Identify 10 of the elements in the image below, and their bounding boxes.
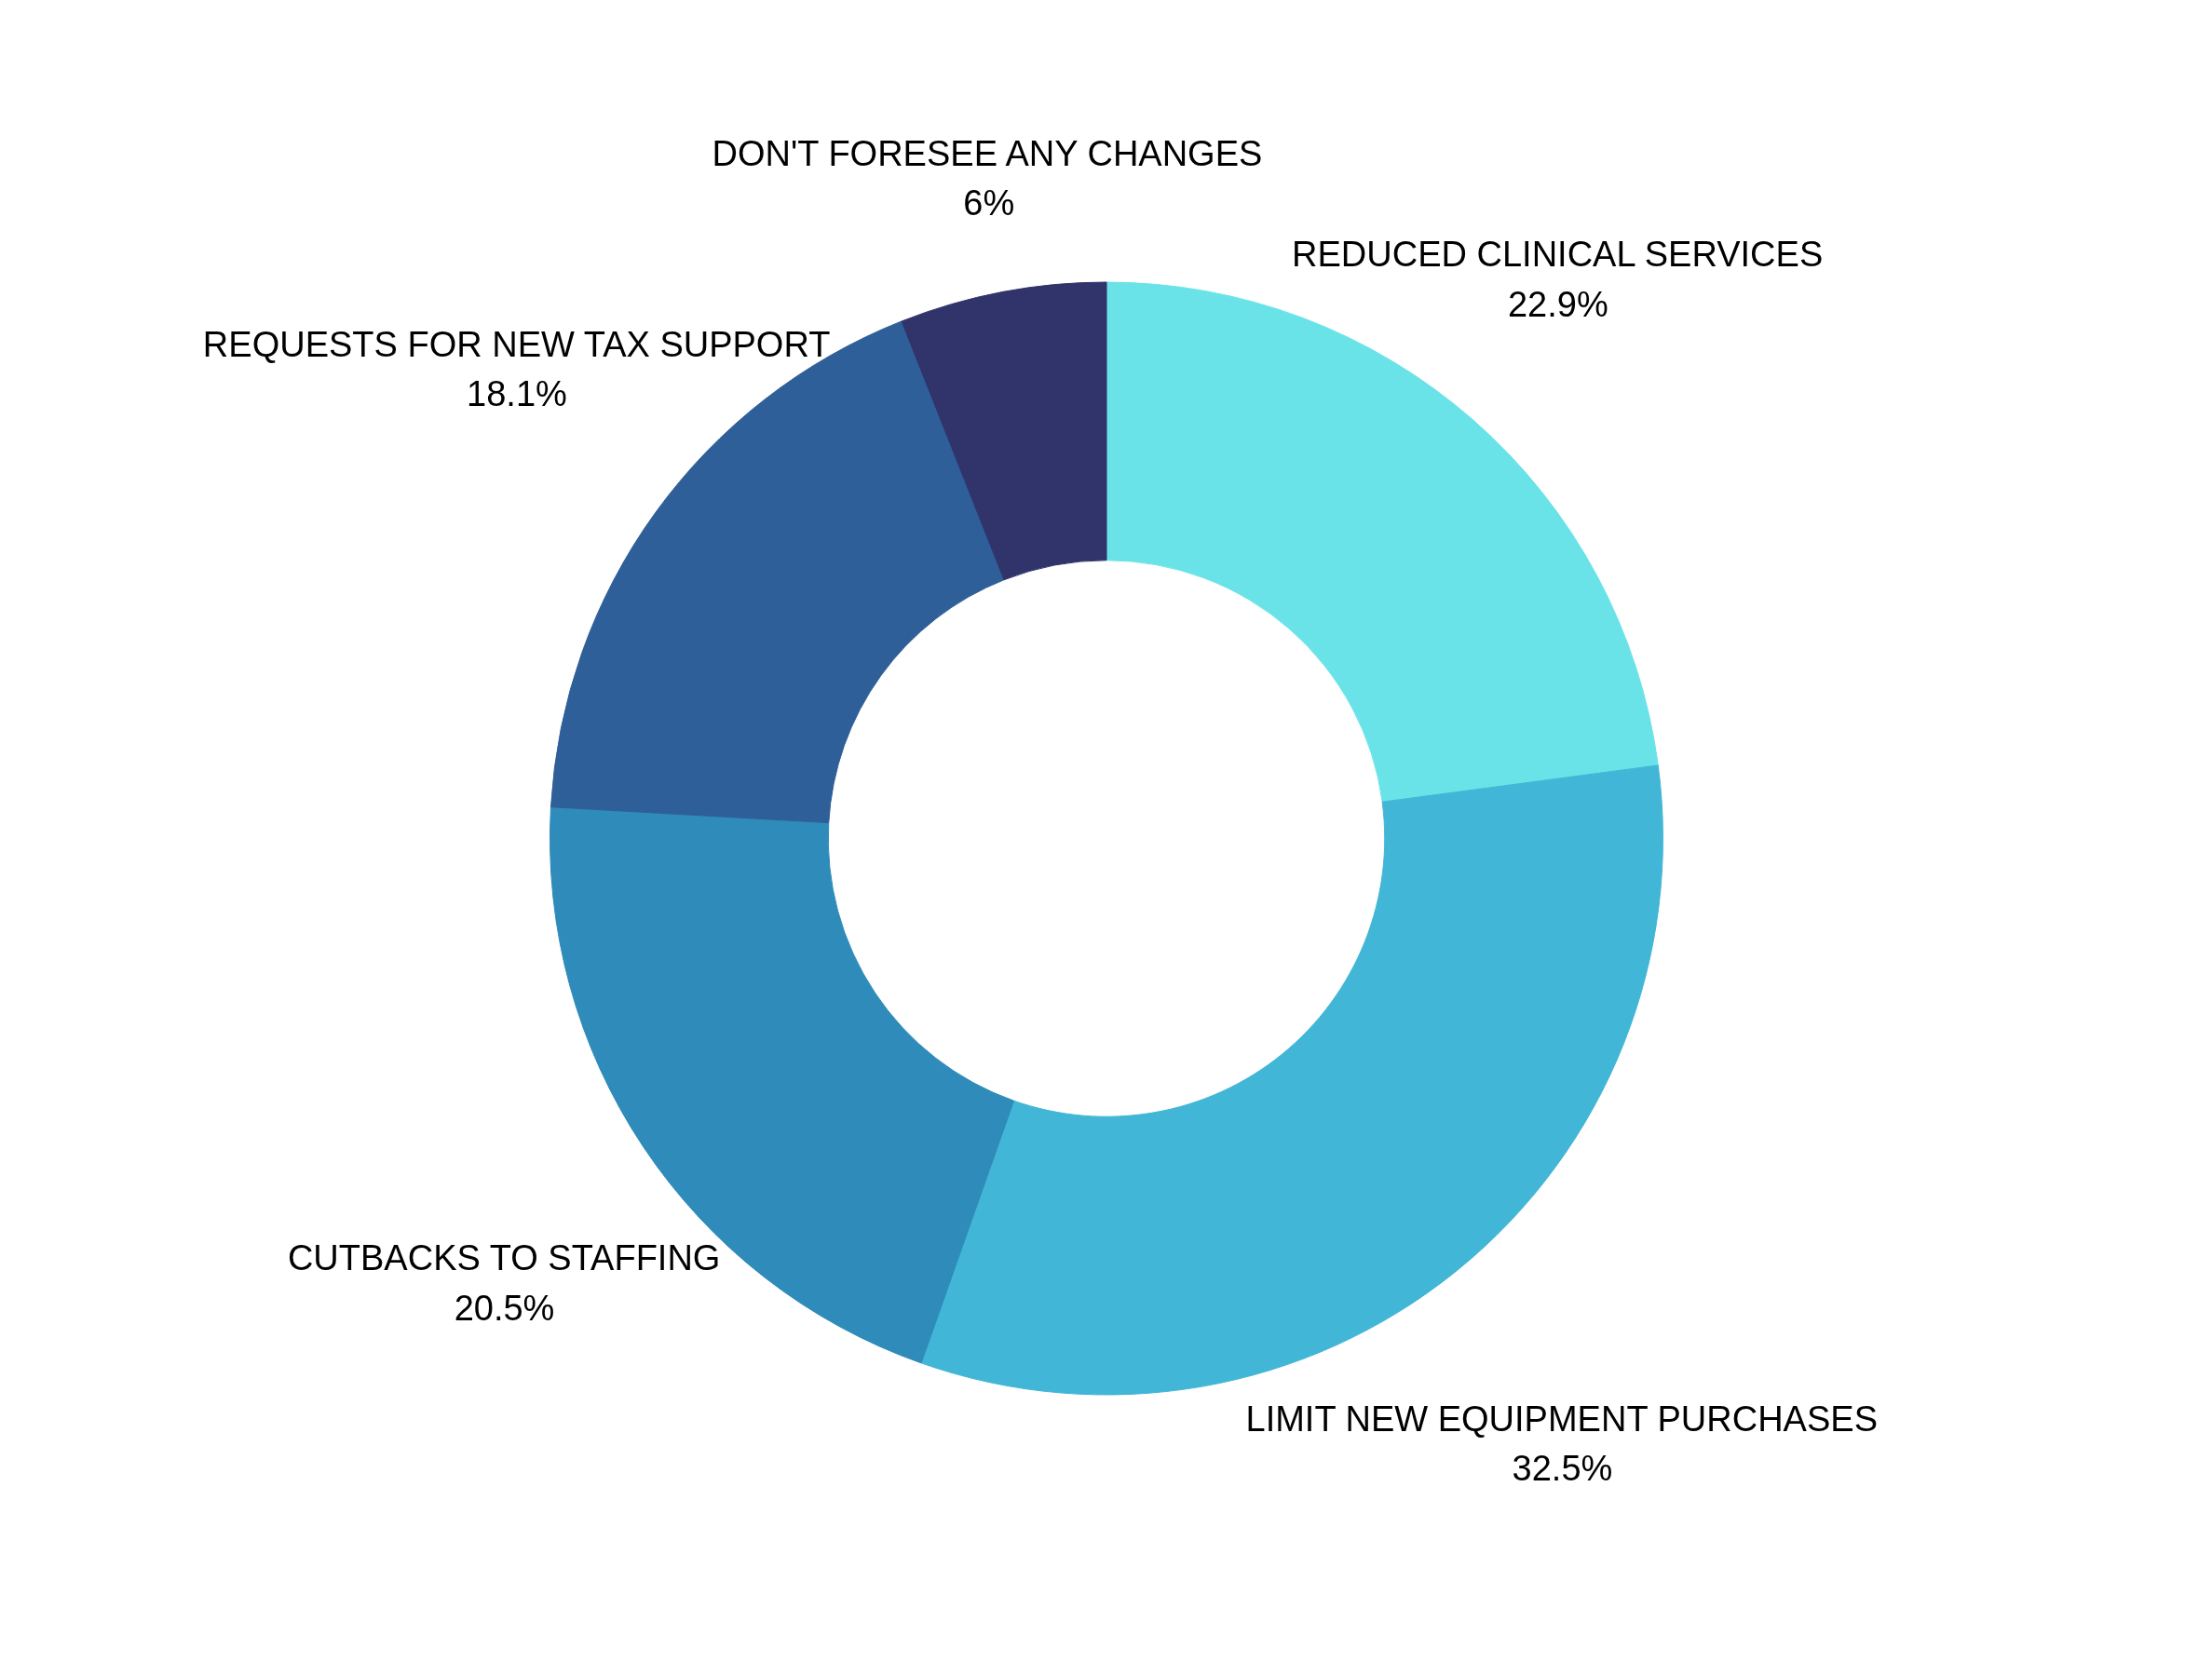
data-label: 6% xyxy=(963,183,1015,223)
slice-label: CUTBACKS TO STAFFING xyxy=(287,1238,721,1278)
slice-label: LIMIT NEW EQUIPMENT PURCHASES xyxy=(1245,1399,1878,1439)
data-label: 32.5% xyxy=(1512,1449,1613,1489)
data-label: 20.5% xyxy=(454,1289,555,1329)
slice-label: REQUESTS FOR NEW TAX SUPPORT xyxy=(202,324,831,364)
slice-label: DON'T FORESEE ANY CHANGES xyxy=(712,133,1263,173)
data-label: 18.1% xyxy=(467,374,567,414)
data-label: 22.9% xyxy=(1507,284,1608,324)
slice-label: REDUCED CLINICAL SERVICES xyxy=(1292,235,1824,275)
